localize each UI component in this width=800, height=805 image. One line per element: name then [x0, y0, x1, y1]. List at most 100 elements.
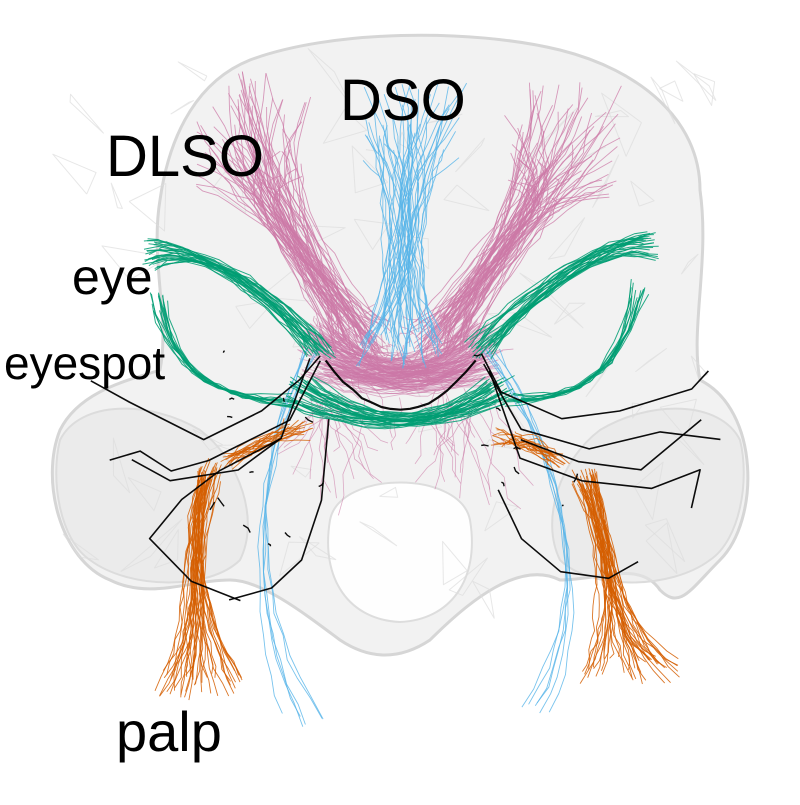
palp-fiber-left	[162, 475, 205, 671]
neuropil-fiber	[360, 366, 386, 381]
mesh-facet	[548, 217, 586, 260]
dlso-fiber-right	[415, 179, 603, 338]
eye-fiber-right	[492, 250, 649, 343]
dlso-fiber-right	[424, 90, 535, 328]
mesh-facet	[299, 536, 337, 561]
mesh-facet	[128, 183, 167, 232]
neuropil-fiber	[389, 345, 404, 363]
mesh-facet	[127, 476, 162, 512]
eye-fiber-right	[464, 245, 659, 343]
eyespot-branch	[481, 444, 489, 447]
palp-fiber-right	[592, 480, 613, 660]
neuropil-fiber	[376, 334, 384, 359]
dso-fiber	[378, 104, 410, 331]
eye-fiber-right	[476, 251, 659, 350]
palp-fiber-left	[163, 479, 199, 679]
eyespot-branch	[501, 481, 505, 487]
eyespot-branch	[495, 407, 501, 412]
mesh-facet	[484, 501, 519, 532]
dso-fiber	[363, 102, 440, 338]
mesh-facet	[260, 271, 316, 303]
dso-fibers	[257, 82, 575, 727]
dlso-fiber-right	[432, 111, 559, 346]
dlso-fiber-right	[463, 197, 558, 349]
palp-fiber-right	[591, 469, 659, 664]
neuropil-fiber	[362, 359, 396, 383]
mesh-facet	[455, 137, 486, 173]
neuropil-fiber	[319, 323, 336, 350]
eyespot-tract-right	[520, 419, 702, 471]
neuropil-fiber	[341, 349, 377, 358]
dlso-fiber-right	[444, 82, 581, 343]
palp-fibers	[154, 418, 680, 701]
eye-fiber-left-lower	[153, 310, 286, 402]
dso-fiber-left-descending	[265, 348, 323, 719]
dlso-fiber-right	[433, 159, 594, 357]
neuropil-fiber	[404, 355, 436, 384]
dlso-fiber-left	[274, 168, 376, 356]
dlso-fiber-left	[282, 114, 348, 323]
palp-fiber-right	[576, 476, 663, 666]
dlso-fiber-right	[452, 90, 542, 349]
palp-fiber-right	[594, 482, 625, 673]
dlso-fiber-left	[265, 73, 357, 357]
eyespot-tract-left	[228, 419, 330, 601]
neuropil-fiber	[398, 362, 404, 387]
dlso-fiber-left	[259, 150, 341, 326]
mesh-facet	[379, 486, 399, 498]
eyespot-branch	[318, 482, 324, 488]
mesh-facet	[170, 100, 195, 115]
neuropil-fiber	[383, 342, 391, 361]
eyespot-branch	[217, 497, 225, 507]
dso-fiber	[365, 117, 403, 334]
eyespot-branch	[282, 397, 286, 403]
eyespot-tract-right	[497, 489, 639, 580]
eye-commissure-fiber	[285, 387, 490, 429]
eye-fiber-right-lower	[520, 295, 633, 401]
dso-fiber-left-descending	[264, 348, 324, 720]
eye-fiber-left	[156, 259, 321, 346]
mesh-facets	[52, 48, 717, 619]
label-dso: DSO	[340, 68, 466, 133]
eyespot-branch	[573, 473, 579, 483]
mesh-facet	[212, 156, 247, 214]
eye-commissure-fiber	[314, 378, 490, 418]
mesh-facet	[601, 92, 642, 157]
palp-fiber-left	[189, 478, 214, 674]
dso-fiber	[410, 105, 424, 333]
dlso-fiber-right	[418, 192, 595, 335]
dlso-fiber-right	[466, 152, 529, 348]
mesh-facet	[630, 180, 655, 207]
dlso-fiber-ventral	[459, 415, 492, 497]
dso-fiber	[366, 86, 449, 350]
mesh-facet	[307, 48, 351, 104]
neuropil-fiber	[334, 340, 478, 376]
eye-fiber-right	[469, 232, 651, 341]
eye-fiber-right	[492, 232, 656, 348]
mesh-facet	[290, 465, 312, 478]
mesh-facet	[633, 461, 664, 521]
dlso-fiber-right	[449, 105, 536, 356]
neuropil-fiber	[313, 375, 470, 384]
dlso-fiber-left	[208, 145, 367, 349]
dlso-fiber-left	[196, 185, 372, 345]
palp-branch-right	[491, 439, 560, 468]
mesh-facet	[442, 540, 468, 586]
dlso-fiber-ventral	[415, 414, 471, 483]
neuropil-fiber	[308, 350, 485, 386]
eyespot-tract-right	[480, 353, 709, 420]
eye-fiber-left	[152, 259, 327, 352]
dlso-fiber-right	[454, 112, 593, 339]
mesh-facet	[62, 533, 99, 561]
neuropil-fiber	[326, 374, 360, 399]
eyespot-tract-right	[488, 370, 701, 509]
dso-fiber	[416, 108, 450, 357]
mesh-facet	[351, 145, 389, 194]
mesh-facet	[177, 61, 208, 82]
dlso-fiber-left	[238, 73, 375, 327]
neuropil-fiber	[356, 372, 363, 393]
mesh-facet	[693, 73, 716, 106]
mesh-facet	[680, 253, 699, 275]
